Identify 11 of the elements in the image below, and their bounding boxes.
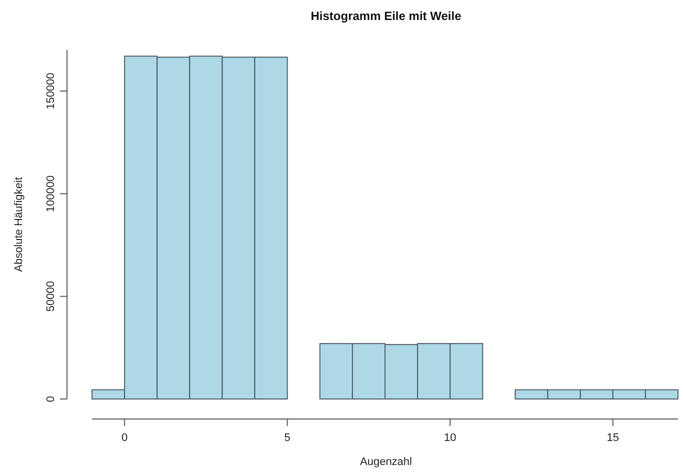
x-axis-title: Augenzahl: [360, 456, 412, 468]
x-tick-label: 15: [606, 432, 620, 444]
chart-title: Histogramm Eile mit Weile: [310, 9, 462, 23]
y-axis-title: Absolute Häufigkeit: [13, 177, 25, 272]
y-tick-label: 100000: [45, 175, 57, 212]
x-tick-label: 0: [121, 432, 128, 444]
y-tick-label: 50000: [45, 281, 57, 312]
x-tick-label: 10: [444, 432, 456, 444]
y-tick-label: 0: [45, 396, 57, 402]
x-tick-label: 5: [284, 432, 290, 444]
y-tick-label: 150000: [45, 72, 57, 110]
